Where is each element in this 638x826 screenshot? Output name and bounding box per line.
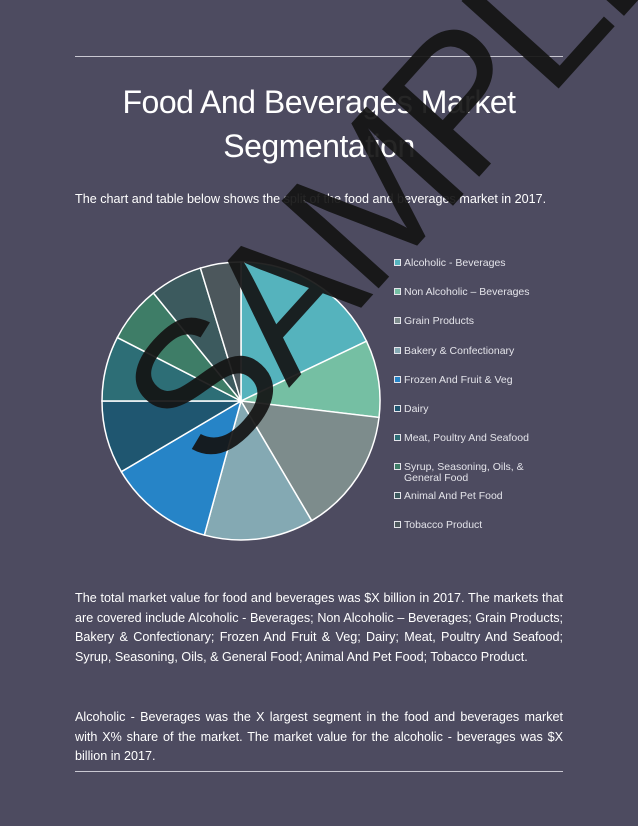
legend-label: Animal And Pet Food [404,490,503,502]
body-paragraph-2: Alcoholic - Beverages was the X largest … [75,710,563,763]
legend-swatch [394,259,401,266]
legend-swatch [394,347,401,354]
pie-slice-2 [239,400,380,522]
legend-swatch [394,434,401,441]
pie-slice-4 [120,399,243,537]
top-rule [75,56,563,57]
legend-label: Meat, Poultry And Seafood [404,432,529,444]
legend-swatch [394,463,401,470]
pie-slice-9 [199,261,242,402]
legend-label: Grain Products [404,315,475,327]
bottom-rule [75,771,563,772]
legend-label: Tobacco Product [404,519,483,531]
body-paragraph-1: The total market value for food and beve… [75,591,563,664]
legend-swatch [394,317,401,324]
legend-label: Dairy [404,403,429,415]
pie-slice-3 [203,399,313,541]
legend-swatch [394,376,401,383]
pie-chart [101,261,381,541]
intro-paragraph: The chart and table below shows the spli… [75,192,547,206]
page-title: Food And Beverages Market Segmentation [60,80,578,168]
pie-slice-0 [240,261,368,403]
legend-label: General Food [404,472,469,484]
page-title-line-2: Segmentation [223,128,415,164]
legend-label: Alcoholic - Beverages [404,257,506,269]
legend-label: Non Alcoholic – Beverages [404,286,530,298]
legend-label: Frozen And Fruit & Veg [404,374,513,386]
legend-label: Bakery & Confectionary [404,345,515,357]
legend-swatch [394,521,401,528]
legend-swatch [394,405,401,412]
legend-label: Syrup, Seasoning, Oils, & [404,461,524,473]
legend-swatch [394,492,401,499]
page-title-line-1: Food And Beverages Market [122,84,516,120]
legend-swatch [394,288,401,295]
